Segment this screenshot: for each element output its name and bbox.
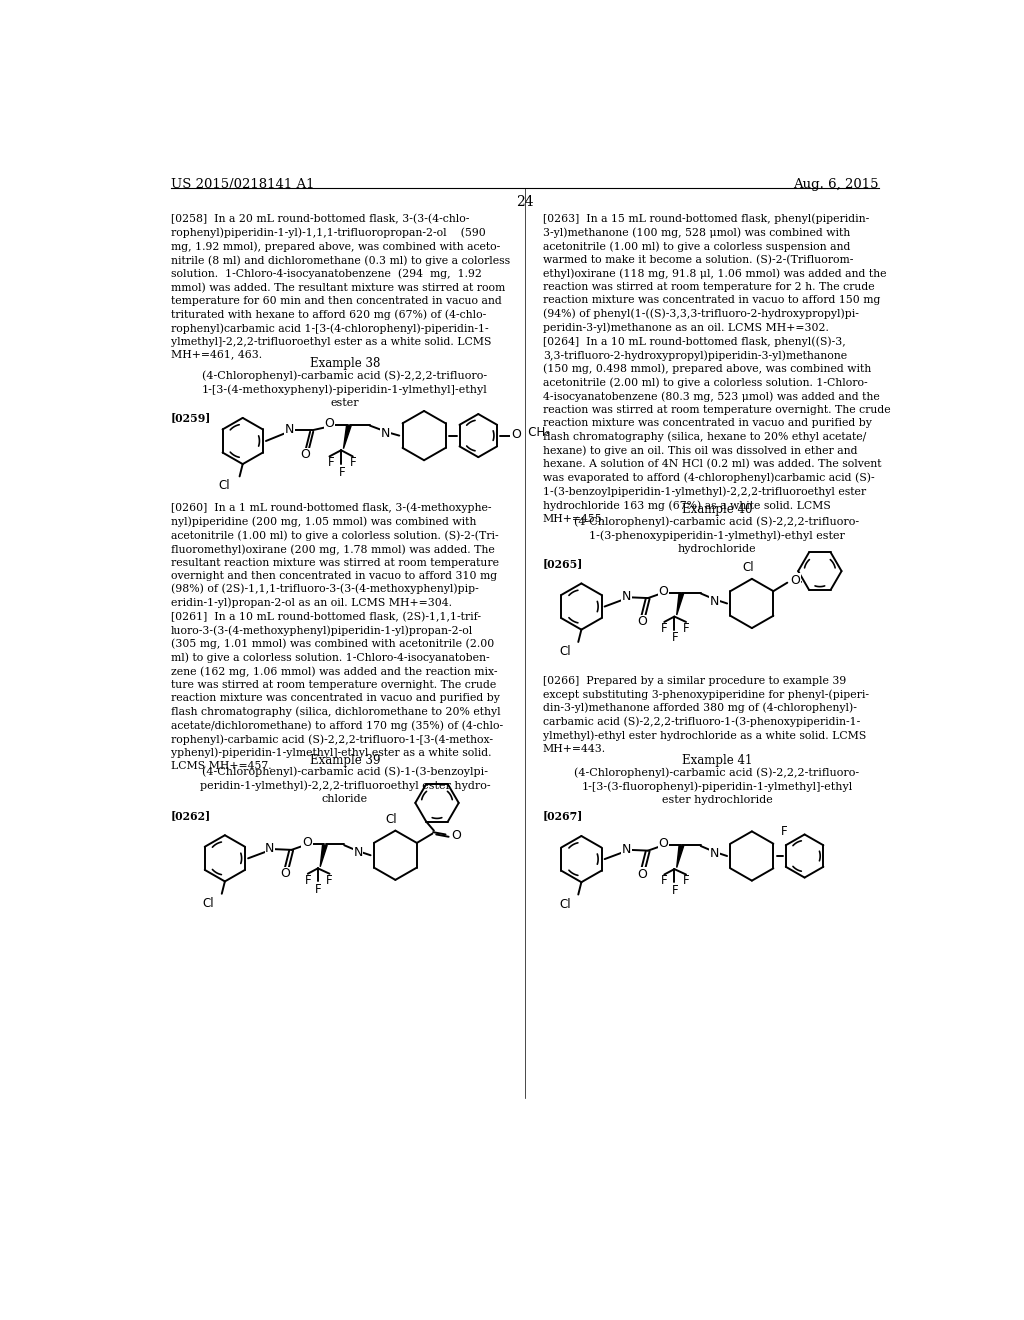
Text: [0266]  Prepared by a similar procedure to example 39
except substituting 3-phen: [0266] Prepared by a similar procedure t… xyxy=(543,676,868,754)
Text: F: F xyxy=(349,457,356,470)
Text: Example 40: Example 40 xyxy=(682,503,753,516)
Text: Cl: Cl xyxy=(559,898,570,911)
Text: F: F xyxy=(683,875,689,887)
Text: N: N xyxy=(265,842,274,855)
Text: O: O xyxy=(451,829,461,842)
Text: F: F xyxy=(339,466,345,479)
Text: Cl: Cl xyxy=(559,645,570,659)
Text: N: N xyxy=(381,426,390,440)
Text: (4-Chlorophenyl)-carbamic acid (S)-2,2,2-trifluoro-
1-(3-phenoxypiperidin-1-ylme: (4-Chlorophenyl)-carbamic acid (S)-2,2,2… xyxy=(574,516,859,554)
Text: N: N xyxy=(710,594,720,607)
Text: O: O xyxy=(325,417,335,430)
Text: [0259]: [0259] xyxy=(171,412,211,422)
Text: Example 39: Example 39 xyxy=(309,754,380,767)
Text: O: O xyxy=(637,615,647,628)
Text: O: O xyxy=(281,867,290,880)
Text: F: F xyxy=(660,875,668,887)
Text: O: O xyxy=(302,837,312,850)
Text: [0267]: [0267] xyxy=(543,810,583,821)
Text: O: O xyxy=(511,428,521,441)
Text: F: F xyxy=(672,631,679,644)
Text: O: O xyxy=(300,449,310,462)
Text: 24: 24 xyxy=(516,195,534,210)
Text: Example 38: Example 38 xyxy=(310,358,380,370)
Text: F: F xyxy=(781,825,787,838)
Polygon shape xyxy=(677,594,684,615)
Text: [0263]  In a 15 mL round-bottomed flask, phenyl(piperidin-
3-yl)methanone (100 m: [0263] In a 15 mL round-bottomed flask, … xyxy=(543,214,890,524)
Text: F: F xyxy=(315,883,322,896)
Polygon shape xyxy=(343,425,351,449)
Text: Example 41: Example 41 xyxy=(682,755,753,767)
Polygon shape xyxy=(677,846,684,867)
Text: Cl: Cl xyxy=(203,896,214,909)
Text: US 2015/0218141 A1: US 2015/0218141 A1 xyxy=(171,178,314,190)
Text: O: O xyxy=(658,585,669,598)
Text: Cl: Cl xyxy=(219,479,230,492)
Text: (4-Chlorophenyl)-carbamic acid (S)-2,2,2-trifluoro-
1-[3-(4-methoxyphenyl)-piper: (4-Chlorophenyl)-carbamic acid (S)-2,2,2… xyxy=(202,370,487,408)
Text: Aug. 6, 2015: Aug. 6, 2015 xyxy=(794,178,879,190)
Text: O: O xyxy=(637,869,647,880)
Text: Cl: Cl xyxy=(742,561,754,574)
Text: [0258]  In a 20 mL round-bottomed flask, 3-(3-(4-chlo-
rophenyl)piperidin-1-yl)-: [0258] In a 20 mL round-bottomed flask, … xyxy=(171,214,510,359)
Text: N: N xyxy=(285,422,294,436)
Text: F: F xyxy=(328,457,335,470)
Text: F: F xyxy=(672,884,679,896)
Text: CH₃: CH₃ xyxy=(517,426,550,440)
Text: (4-Chlorophenyl)-carbamic acid (S)-1-(3-benzoylpi-
peridin-1-ylmethyl)-2,2,2-tri: (4-Chlorophenyl)-carbamic acid (S)-1-(3-… xyxy=(200,767,490,804)
Text: N: N xyxy=(622,590,631,603)
Text: F: F xyxy=(683,622,689,635)
Text: (4-Chlorophenyl)-carbamic acid (S)-2,2,2-trifluoro-
1-[3-(3-fluorophenyl)-piperi: (4-Chlorophenyl)-carbamic acid (S)-2,2,2… xyxy=(574,767,859,805)
Text: F: F xyxy=(660,622,668,635)
Text: O: O xyxy=(791,574,801,587)
Text: [0262]: [0262] xyxy=(171,810,211,821)
Text: N: N xyxy=(622,842,631,855)
Text: F: F xyxy=(327,874,333,887)
Text: N: N xyxy=(353,846,362,859)
Text: [0265]: [0265] xyxy=(543,558,583,569)
Text: F: F xyxy=(304,874,311,887)
Text: Cl: Cl xyxy=(386,813,397,826)
Text: O: O xyxy=(658,837,669,850)
Polygon shape xyxy=(321,845,328,867)
Text: [0260]  In a 1 mL round-bottomed flask, 3-(4-methoxyphe-
nyl)piperidine (200 mg,: [0260] In a 1 mL round-bottomed flask, 3… xyxy=(171,503,503,771)
Text: N: N xyxy=(710,847,720,861)
